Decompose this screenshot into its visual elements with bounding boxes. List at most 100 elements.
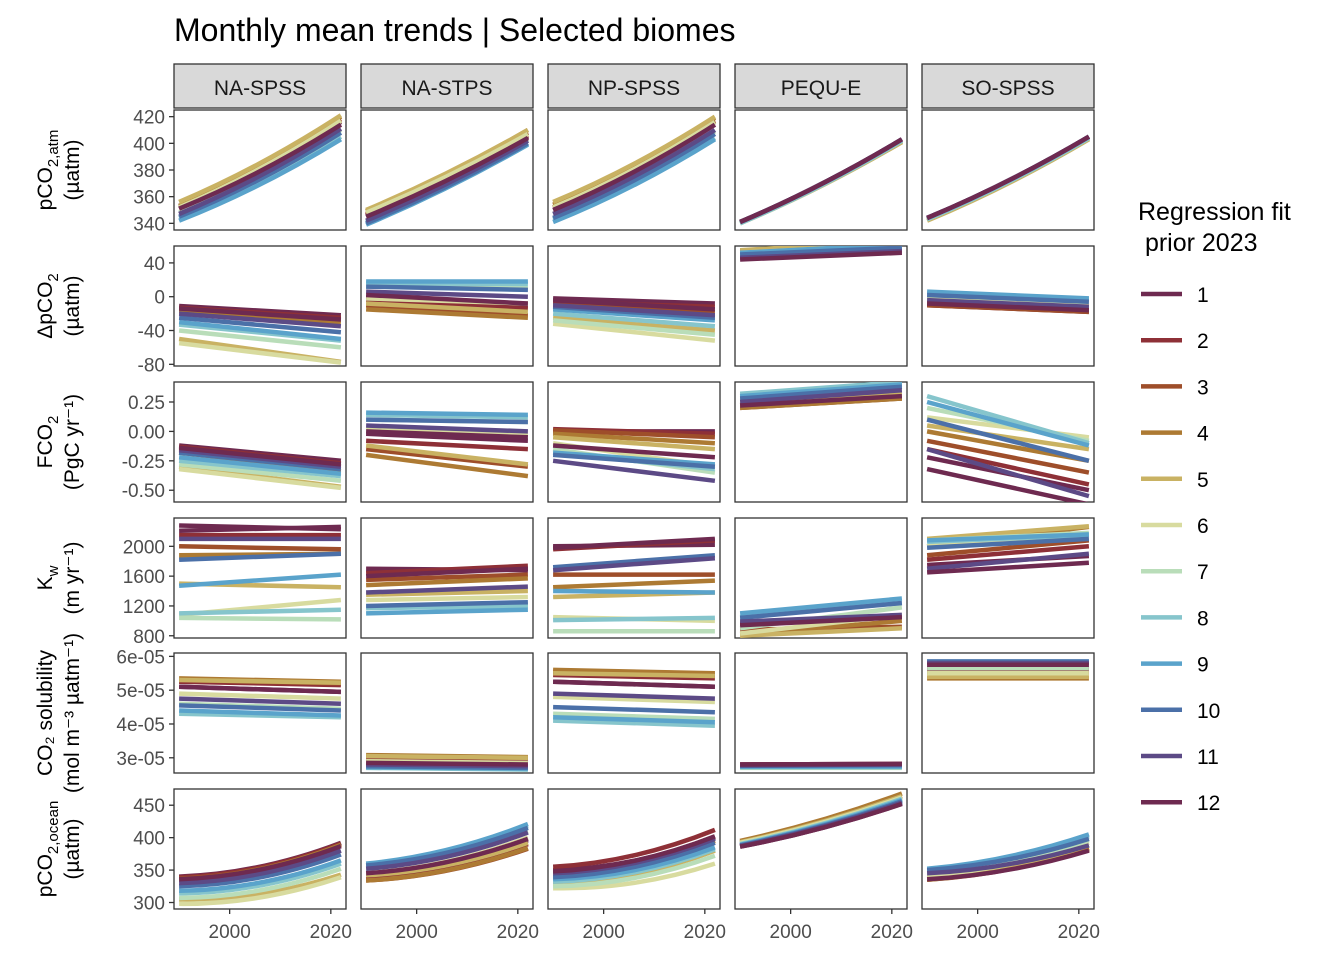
panel-dpco2-np-spss	[547, 245, 721, 367]
series-line-month-9	[178, 455, 342, 477]
series-line-month-8	[552, 311, 716, 329]
series-line-month-4	[553, 667, 715, 676]
series-line-month-12	[740, 761, 902, 767]
series-line-month-11	[926, 446, 1090, 499]
row-label-unit: (µatm)	[61, 275, 84, 336]
y-tick-label: 6e-05	[116, 647, 165, 668]
row-label-name: ΔpCO2	[34, 273, 62, 339]
panel-pco2ocean-so-spss	[921, 788, 1095, 910]
series-line-month-11	[927, 297, 1089, 310]
series-line-month-11	[178, 447, 342, 469]
legend: Regression fit prior 2023 12345678910111…	[1138, 198, 1291, 815]
panel-fco2-so-spss	[921, 381, 1095, 503]
series-line-month-10	[178, 315, 342, 335]
y-tick-label: -0.50	[122, 481, 165, 502]
facet-strip-label: SO-SPSS	[961, 77, 1054, 100]
series-line-month-5	[366, 753, 528, 761]
series-line-month-12	[178, 445, 342, 467]
series-line-month-10	[926, 836, 1090, 873]
series-line-month-7	[553, 711, 715, 722]
panel-dpco2-pequ-e	[734, 245, 908, 367]
panel-pco2atm-pequ-e	[734, 109, 908, 231]
panel-kw-na-stps	[360, 517, 534, 639]
series-line-month-9	[553, 845, 716, 882]
panel-fco2-na-stps	[360, 381, 534, 503]
series-line-month-12	[926, 848, 1090, 882]
series-line-month-6	[553, 861, 716, 891]
series-line-month-11	[740, 612, 902, 624]
panel-fco2-na-spss	[173, 381, 347, 503]
row-label-unit: (PgC yr⁻¹)	[61, 394, 84, 490]
series-line-month-12	[365, 136, 529, 219]
series-line-month-10	[740, 246, 902, 257]
panel-pco2ocean-pequ-e	[734, 788, 908, 910]
row-label-dpco2: ΔpCO2 (µatm)	[34, 273, 84, 339]
series-line-month-5	[366, 588, 528, 598]
series-line-month-12	[552, 443, 716, 460]
series-line-month-5	[365, 301, 529, 315]
series-line-month-9	[552, 137, 717, 225]
facet-strips: NA-SPSS NA-STPS NP-SPSS PEQU-E SO-SPSS	[173, 63, 1095, 109]
series-line-month-8	[178, 458, 342, 479]
facet-panels	[173, 109, 1095, 910]
legend-key-label: 9	[1197, 654, 1209, 677]
y-tick-label: 400	[133, 134, 165, 155]
y-tick-label: 0.00	[128, 422, 165, 443]
series-line-month-1	[366, 431, 528, 444]
series-line-month-7	[179, 866, 342, 901]
row-label-sol: CO₂ solubility (mol m⁻³ µatm⁻¹)	[34, 633, 84, 793]
series-line-month-4	[365, 845, 529, 883]
panel-sol-np-spss	[547, 652, 721, 774]
y-tick-label: 420	[133, 108, 165, 129]
y-tick-label: 3e-05	[116, 749, 165, 770]
panel-sol-na-spss	[173, 652, 347, 774]
series-line-month-9	[927, 289, 1089, 301]
x-tick-label: 2020	[684, 922, 726, 943]
series-line-month-6	[178, 466, 342, 491]
y-tick-label: 800	[133, 627, 165, 648]
series-line-month-10	[553, 840, 716, 880]
legend-key-label: 2	[1197, 330, 1209, 353]
series-line-month-9	[179, 858, 342, 894]
series-line-month-10	[366, 417, 528, 425]
series-line-month-5	[552, 435, 716, 452]
panel-kw-so-spss	[921, 517, 1095, 639]
x-tick-label: 2000	[583, 922, 625, 943]
series-line-month-3	[365, 446, 529, 469]
legend-key-label: 6	[1197, 515, 1209, 538]
series-line-month-11	[366, 423, 528, 434]
series-line-month-9	[366, 607, 528, 616]
chart-title: Monthly mean trends | Selected biomes	[174, 12, 735, 48]
series-line-month-5	[739, 246, 853, 253]
facet-strip-pequ-e	[734, 63, 908, 109]
series-line-month-9	[739, 382, 903, 399]
row-label-unit: (mol m⁻³ µatm⁻¹)	[61, 633, 84, 793]
series-line-month-7	[179, 615, 341, 622]
y-tick-label: 40	[144, 254, 165, 275]
legend-key-label: 5	[1197, 469, 1209, 492]
legend-title-line1: Regression fit	[1138, 198, 1291, 226]
y-tick-label: 0	[154, 288, 165, 309]
series-line-month-10	[365, 825, 529, 868]
legend-key-label: 4	[1197, 423, 1209, 446]
series-line-month-11	[366, 289, 528, 299]
series-line-month-6	[366, 594, 528, 603]
series-line-month-6	[179, 875, 342, 907]
y-tick-label: 360	[133, 188, 165, 209]
series-line-month-5	[552, 114, 717, 205]
series-line-month-11	[553, 691, 715, 701]
x-tick-label: 2000	[770, 922, 812, 943]
series-line-month-11	[178, 311, 342, 329]
series-line-month-8	[739, 382, 903, 397]
y-tick-label: 2000	[123, 537, 165, 558]
series-line-month-11	[926, 551, 1090, 571]
series-line-month-12	[178, 122, 343, 211]
row-label-name: pCO2,atm	[34, 130, 62, 211]
series-line-month-10	[927, 292, 1089, 305]
series-line-month-7	[552, 318, 716, 337]
series-line-month-3	[179, 544, 341, 552]
series-line-month-12	[926, 560, 1090, 575]
series-line-month-9	[553, 714, 715, 725]
x-tick-label: 2020	[310, 922, 352, 943]
